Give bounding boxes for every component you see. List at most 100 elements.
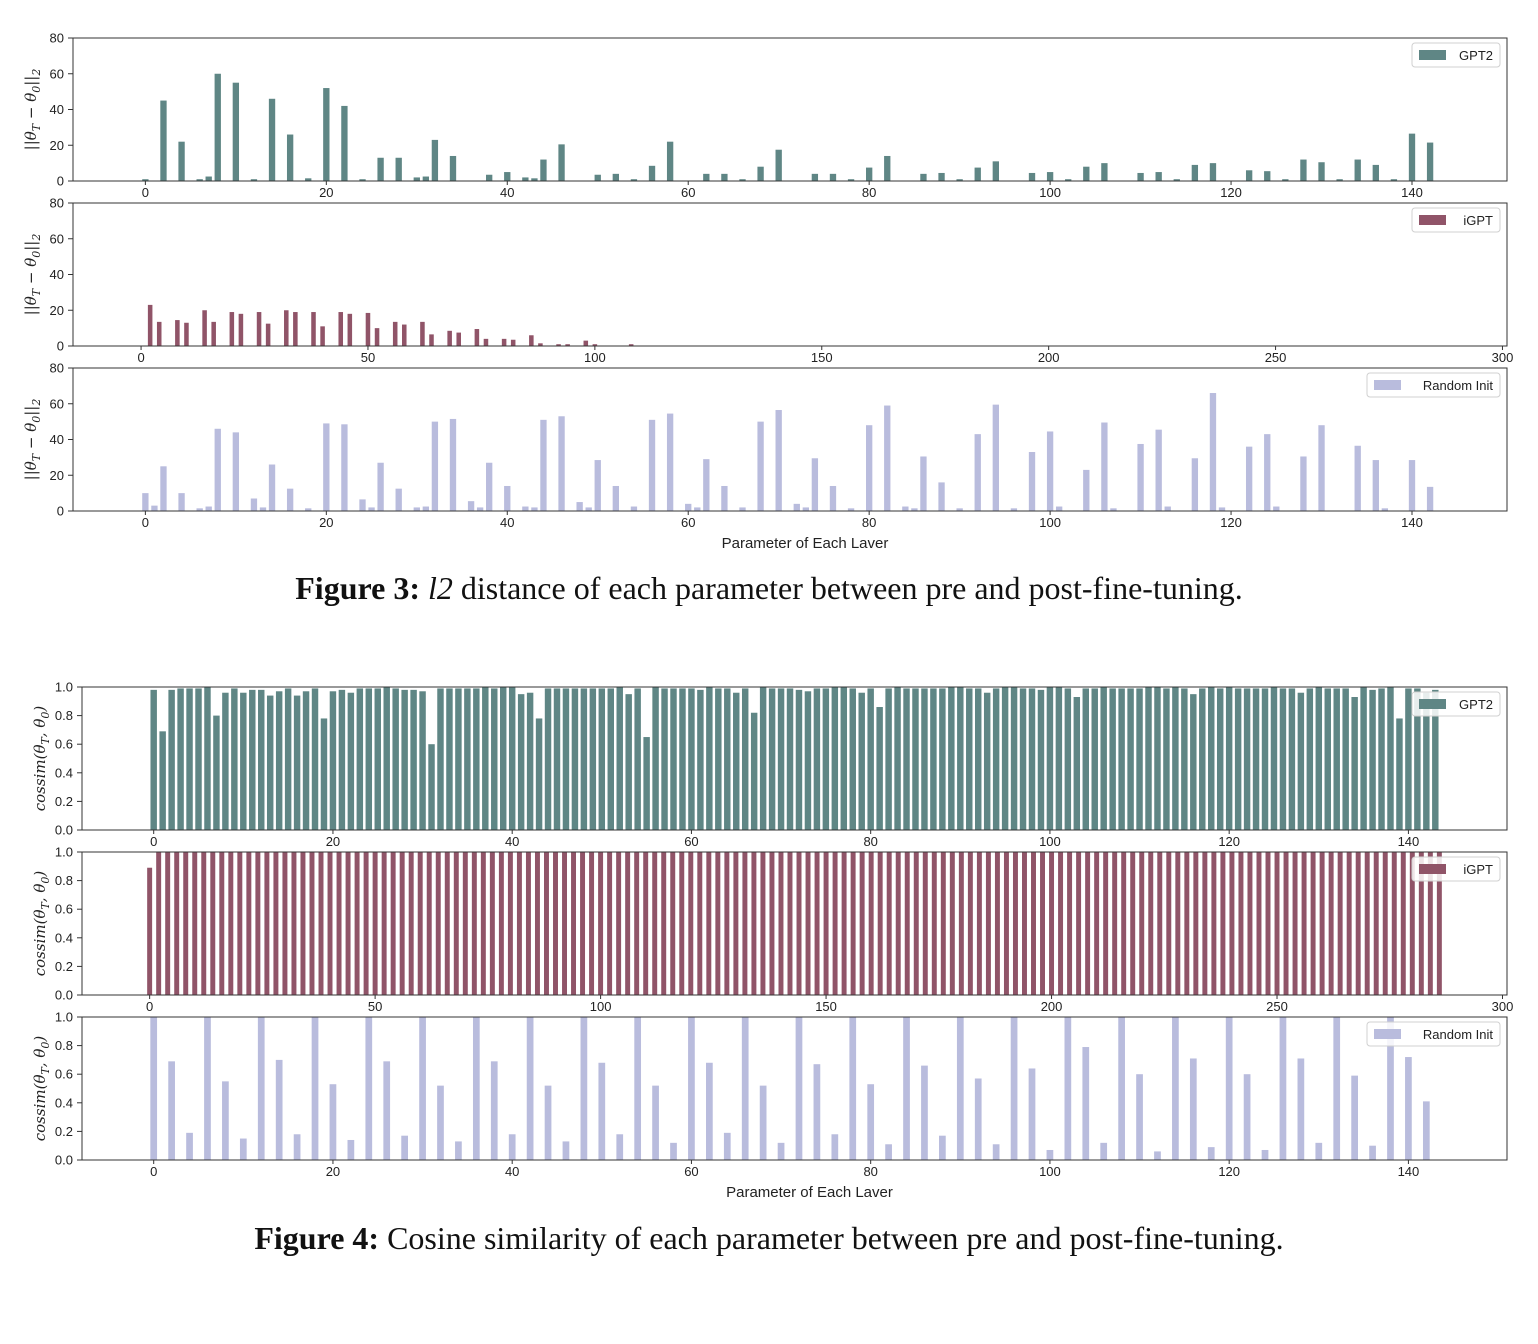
bar (192, 852, 198, 995)
bar (884, 155, 891, 181)
bar (648, 165, 656, 181)
bar (948, 687, 955, 830)
bar (1396, 718, 1403, 830)
bar (607, 688, 614, 830)
bar (966, 688, 973, 830)
bar (1193, 852, 1199, 995)
bar (1382, 852, 1388, 995)
bar (571, 852, 577, 995)
bar (594, 460, 601, 511)
bar (956, 508, 963, 511)
bar (598, 688, 606, 830)
bar (431, 139, 439, 181)
bar (1065, 179, 1072, 181)
y-axis-label: cossim(θT, θ0) (31, 871, 52, 977)
bar (1261, 1149, 1269, 1160)
bar (1301, 852, 1307, 995)
bar (1101, 422, 1108, 511)
bar (775, 149, 782, 181)
bar (228, 852, 234, 995)
bar (1091, 688, 1098, 830)
bar (1245, 446, 1253, 511)
bar (723, 1132, 731, 1160)
bar (356, 688, 364, 830)
legend-swatch (1419, 50, 1446, 60)
bar (467, 501, 475, 511)
bar (721, 173, 728, 181)
y-tick-label: 0.0 (55, 988, 73, 1003)
bar (1274, 852, 1280, 995)
bar (1318, 162, 1325, 181)
bar (329, 691, 337, 830)
bar (1354, 159, 1361, 181)
chart-fig3-igpt: 0 20 40 60 80 0 50 100 150 200 250 300 ||θT − θ0||2 i… (22, 196, 1513, 366)
y-tick-label: 0.4 (55, 1095, 73, 1110)
y-axis-label: cossim(θT, θ0) (31, 1036, 52, 1142)
bar (562, 688, 570, 830)
bar (1264, 434, 1271, 511)
bars-fig4-random (150, 1017, 1430, 1160)
x-tick-label: 60 (684, 1164, 698, 1179)
bar (1405, 1057, 1412, 1160)
bar (257, 1017, 265, 1160)
y-axis-label: ||θT − θ0||2 (22, 69, 43, 151)
bar (293, 1134, 301, 1160)
bar (757, 421, 764, 512)
bar (1369, 689, 1376, 830)
y-tick-label: 80 (50, 31, 64, 46)
bar (516, 852, 522, 995)
bar (383, 687, 390, 830)
bar (688, 688, 695, 830)
bar (178, 493, 185, 512)
bar (377, 462, 384, 511)
bar (822, 688, 830, 830)
bar (1282, 179, 1289, 181)
bar (426, 852, 432, 995)
bar (507, 852, 513, 995)
x-tick-label: 140 (1401, 185, 1423, 200)
bar (1046, 687, 1054, 830)
bars-fig3-igpt (147, 304, 634, 347)
bar (759, 1085, 767, 1160)
bar (266, 695, 274, 830)
x-tick-label: 140 (1401, 515, 1423, 530)
bar (1234, 688, 1242, 830)
bar (957, 687, 964, 830)
bar (1157, 852, 1163, 995)
figure-3-caption-label: Figure 3: (295, 570, 420, 606)
bar (256, 312, 262, 346)
bar (983, 692, 991, 830)
bar (661, 852, 667, 995)
bar (1297, 1058, 1305, 1160)
y-tick-label: 40 (50, 432, 64, 447)
bar (490, 1061, 498, 1160)
bar (625, 694, 632, 830)
bar (921, 688, 928, 830)
bar (832, 852, 838, 995)
bar (1148, 852, 1154, 995)
bar (504, 485, 511, 511)
bar (1010, 1017, 1018, 1160)
bar (250, 498, 258, 511)
bar (985, 852, 991, 995)
bar (616, 687, 623, 830)
bar (992, 404, 999, 511)
bar (540, 419, 547, 511)
bar (239, 1138, 247, 1160)
bar (751, 852, 757, 995)
bar (165, 852, 171, 995)
bar (787, 852, 793, 995)
bar (666, 141, 674, 181)
bar (598, 852, 604, 995)
bar (1202, 852, 1208, 995)
bar (231, 688, 238, 830)
legend: iGPT (1411, 856, 1501, 882)
bars-fig4-gpt2 (150, 687, 1439, 830)
bar (1100, 687, 1107, 830)
x-tick-label: 80 (862, 515, 876, 530)
x-tick-label: 0 (146, 999, 153, 1014)
y-tick-label: 20 (50, 303, 64, 318)
bar (184, 322, 189, 346)
bar (703, 173, 710, 181)
bar (920, 456, 927, 511)
